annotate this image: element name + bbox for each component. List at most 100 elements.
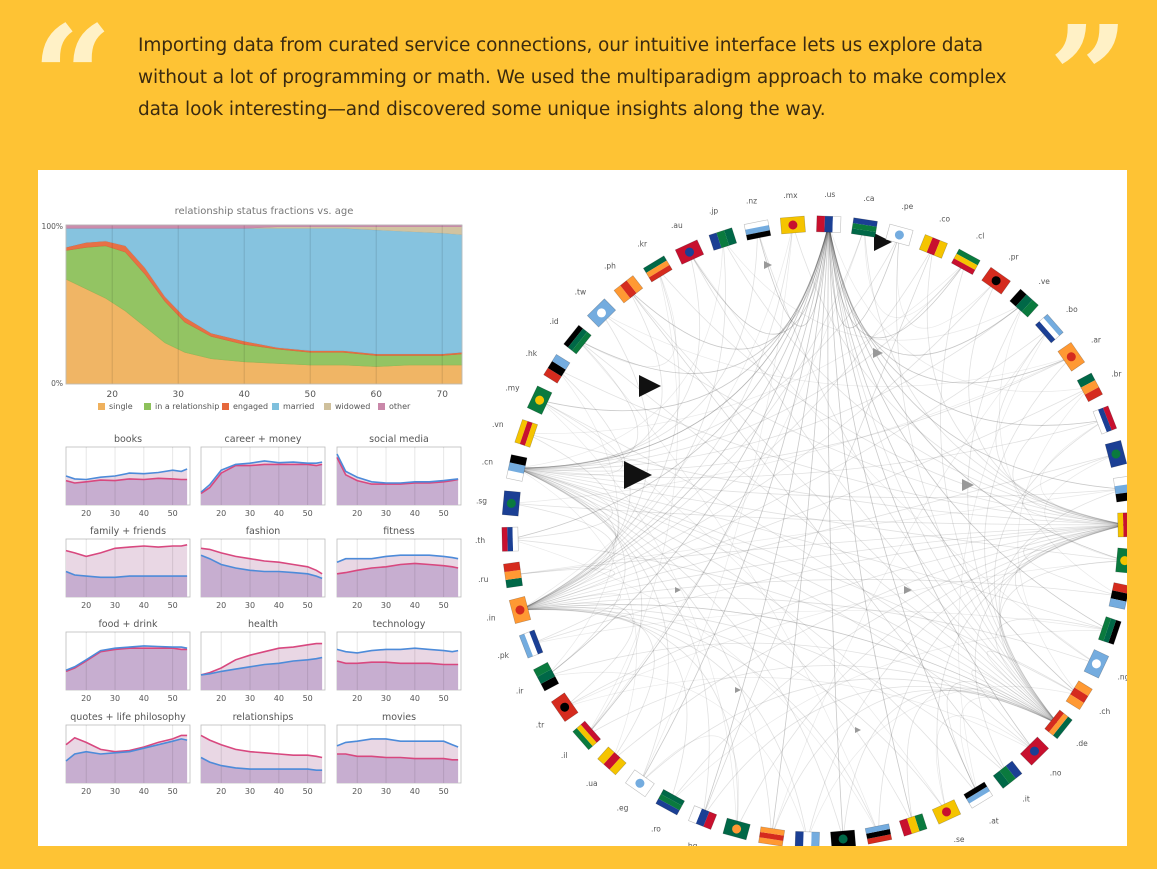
- small-xtick-30: 30: [381, 694, 391, 703]
- flag-stripe: [744, 219, 769, 230]
- flag-border: [642, 255, 673, 283]
- small-xtick-30: 30: [381, 787, 391, 796]
- flag-border: [1034, 313, 1064, 344]
- small-series-blue: [200, 756, 323, 771]
- network-arrowhead: [904, 586, 912, 594]
- flag-border: [518, 629, 544, 659]
- network-edge: [556, 368, 1126, 526]
- network-edge: [564, 677, 1035, 752]
- flag-border: [597, 746, 627, 776]
- flag-label-at: .at: [989, 817, 999, 826]
- small-xtick-20: 20: [352, 509, 362, 518]
- flag-stripe: [716, 230, 730, 248]
- small-series-pink: [65, 477, 188, 484]
- flag-stripe: [966, 786, 990, 804]
- small-chart-fashion: fashion 20 30 40 50: [200, 526, 326, 610]
- network-edge: [519, 368, 631, 611]
- network-edge: [511, 356, 1072, 504]
- flag-label-co: .co: [939, 215, 951, 224]
- flag-stripe: [1103, 618, 1117, 643]
- flag-stripe: [760, 826, 785, 836]
- network-edge: [519, 268, 680, 611]
- network-arrowhead: [873, 348, 883, 358]
- network-edge: [516, 419, 1106, 479]
- area-xtick-40: 40: [238, 390, 250, 400]
- flag-emblem: [1120, 556, 1130, 566]
- network-edge: [828, 224, 1105, 426]
- network-edge: [516, 229, 758, 469]
- flag-ru: [503, 561, 523, 589]
- flag-border: [1076, 372, 1104, 403]
- network-edge: [545, 368, 619, 677]
- flag-label-ve: .ve: [1038, 277, 1050, 286]
- flag-at: [963, 781, 994, 809]
- flag-border: [816, 215, 842, 233]
- small-chart-lower-fill: [201, 757, 323, 783]
- flag-stripe: [576, 724, 597, 747]
- network-edge: [639, 735, 740, 830]
- flag-stripe: [688, 805, 702, 824]
- network-edge: [1022, 453, 1126, 526]
- network-edge: [986, 650, 1080, 725]
- network-edge: [878, 524, 1126, 835]
- flag-no: [1019, 736, 1050, 766]
- flag-stripe: [603, 752, 621, 770]
- small-series-pink: [200, 642, 323, 676]
- flag-za: [722, 817, 751, 841]
- network-edge: [757, 229, 1059, 725]
- flag-stripe: [708, 232, 722, 251]
- flag-us: [816, 215, 842, 233]
- flag-label-id: .id: [549, 317, 558, 326]
- flag-stripe: [1108, 598, 1127, 610]
- flag-stripe: [746, 230, 771, 241]
- flag-ve: [1009, 288, 1039, 318]
- area-plot-frame: [65, 224, 463, 385]
- network-edge: [519, 597, 1097, 665]
- network-edge: [702, 246, 934, 818]
- network-edge: [516, 224, 830, 469]
- flag-id: [563, 324, 592, 355]
- flag-stripe: [508, 462, 526, 474]
- network-edge: [577, 268, 677, 367]
- flag-stripe: [999, 765, 1016, 784]
- small-chart-lower-fill: [201, 555, 323, 597]
- small-series-pink: [336, 562, 459, 575]
- network-edge: [519, 224, 794, 611]
- flag-label-no: .no: [1050, 768, 1062, 777]
- flag-label-ir: .ir: [516, 687, 524, 696]
- flag-stripe: [529, 629, 543, 655]
- small-chart-food-drink: food + drink 20 30 40 50: [65, 619, 191, 703]
- network-edge: [519, 604, 1059, 725]
- network-edge: [1015, 524, 1126, 665]
- flag-label-in: .in: [486, 614, 495, 623]
- network-edge: [519, 524, 1126, 611]
- flag-border: [898, 813, 928, 837]
- network-edge: [926, 246, 1126, 526]
- small-xtick-50: 50: [303, 787, 313, 796]
- network-edge: [519, 609, 808, 840]
- flag-se: [931, 799, 962, 825]
- flag-stripe: [963, 782, 988, 800]
- flag-border: [743, 219, 772, 241]
- network-edge: [1023, 524, 1126, 597]
- flag-stripe: [1098, 616, 1112, 642]
- network-edge: [828, 224, 1025, 356]
- network-edge: [519, 312, 650, 611]
- flag-fr: [1115, 547, 1135, 574]
- network-edge: [842, 690, 1059, 840]
- network-edge: [757, 224, 830, 327]
- flag-border: [963, 781, 994, 809]
- flag-stripe: [501, 527, 508, 552]
- flag-label-pe: .pe: [902, 202, 914, 211]
- network-edge: [828, 224, 979, 796]
- flag-stripe: [620, 280, 637, 299]
- network-edge: [519, 579, 1120, 611]
- flag-border: [1065, 680, 1093, 711]
- flag-stripe: [824, 216, 833, 233]
- flag-stripe: [1102, 405, 1117, 431]
- flag-stripe: [906, 816, 920, 834]
- flag-stripe: [1117, 512, 1124, 537]
- flag-border: [931, 799, 962, 825]
- area-xtick-50: 50: [304, 390, 316, 400]
- network-edge: [516, 467, 914, 826]
